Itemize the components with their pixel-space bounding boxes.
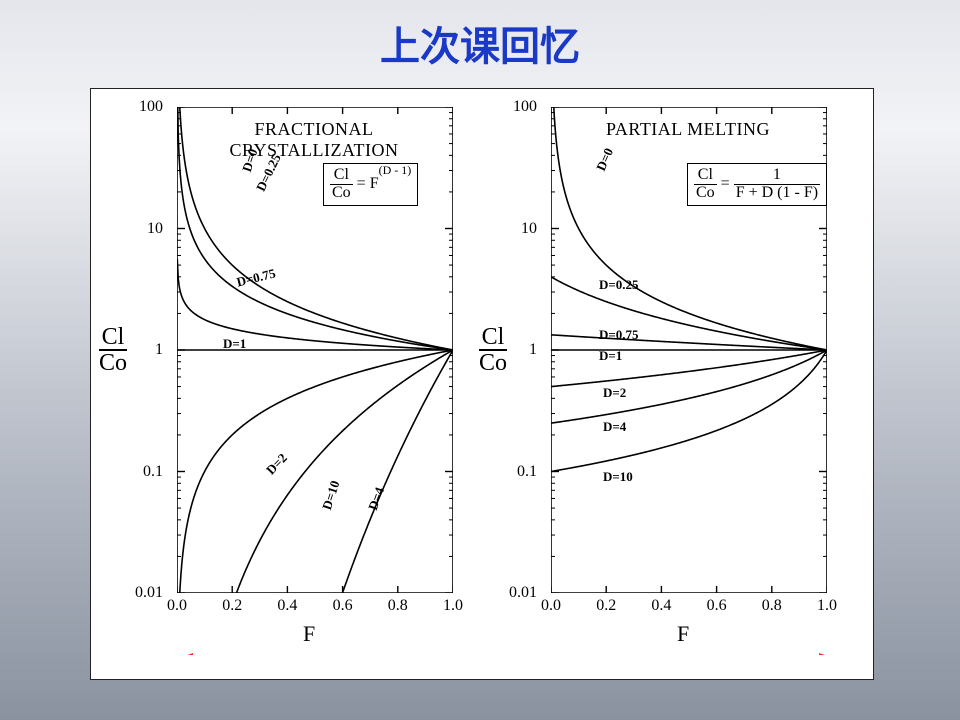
curve-label: D=10 [603,469,633,485]
eq-r-equals: = [721,175,734,192]
arrow-left [169,649,469,655]
eq-r-lhs-b: Co [694,185,717,202]
xtick-label: 0.4 [277,597,297,615]
eq-l-exp: (D - 1) [379,163,412,177]
panel-title-right: PARTIAL MELTING [593,119,783,140]
figure-area: Cl Co Cl Co FRACTIONAL CRYSTALLIZATION P… [90,88,874,680]
xtick-label: 0.8 [388,597,408,615]
xtick-label: 0.2 [596,597,616,615]
x-label-left: F [303,621,315,647]
slide-title: 上次课回忆 [0,0,960,72]
xtick-label: 0.0 [541,597,561,615]
panel-title-left-l1: FRACTIONAL [254,119,373,139]
curve-label: D=0.25 [599,277,639,293]
panel-title-right-l1: PARTIAL MELTING [606,119,770,139]
eq-l-lhs-b: Co [330,185,353,202]
eq-r-rhs-b: F + D (1 - F) [734,185,820,202]
curve-label: D=0.75 [599,327,639,343]
eq-r-lhs-t: Cl [694,167,717,185]
y-label-right: Cl Co [479,325,507,375]
curve-label: D=4 [603,419,626,435]
eq-l-rhs: F [370,175,379,192]
curve-label: D=1 [223,336,246,352]
eq-l-equals: = [357,175,370,192]
y-label-top-r: Cl [479,325,507,351]
xtick-label: 1.0 [443,597,463,615]
curve-label: D=1 [599,348,622,364]
xtick-label: 0.2 [222,597,242,615]
xtick-label: 1.0 [817,597,837,615]
x-label-right: F [677,621,689,647]
eq-l-lhs-t: Cl [330,167,353,185]
equation-box-right: ClCo = 1F + D (1 - F) [687,163,827,206]
curve-label: D=2 [603,385,626,401]
xtick-label: 0.4 [651,597,671,615]
eq-r-rhs-t: 1 [734,167,820,185]
y-label-left: Cl Co [99,325,127,375]
equation-box-left: ClCo = F(D - 1) [323,163,418,206]
y-label-top: Cl [99,325,127,351]
xtick-label: 0.8 [762,597,782,615]
y-label-bot-r: Co [479,350,507,376]
y-label-bot: Co [99,350,127,376]
arrow-right [543,649,843,655]
xtick-label: 0.0 [167,597,187,615]
xtick-label: 0.6 [333,597,353,615]
xtick-label: 0.6 [707,597,727,615]
